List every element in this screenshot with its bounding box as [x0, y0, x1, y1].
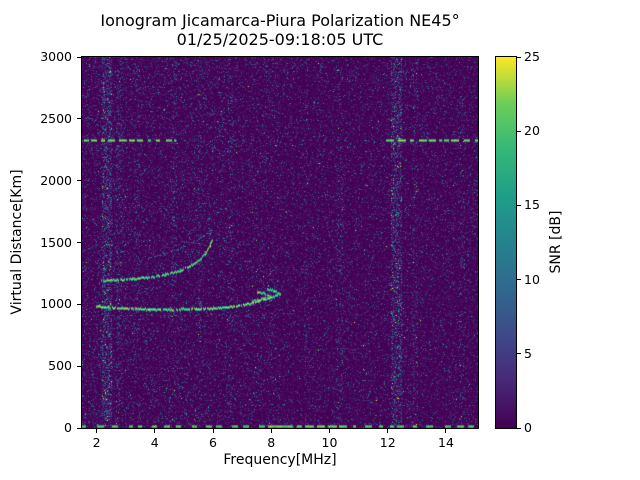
- x-tick-label: 2: [92, 435, 101, 450]
- colorbar-tick-label: 20: [524, 123, 540, 139]
- x-tick-mark: [387, 429, 389, 433]
- x-tick-label: 4: [150, 435, 159, 450]
- y-tick-label: 500: [48, 358, 72, 374]
- ionogram-heatmap-canvas: [82, 57, 478, 428]
- x-tick-mark: [96, 429, 98, 433]
- colorbar-gradient-canvas: [496, 57, 516, 428]
- y-tick-mark: [77, 303, 81, 305]
- x-tick-mark: [154, 429, 156, 433]
- chart-subtitle: 01/25/2025-09:18:05 UTC: [176, 30, 384, 49]
- y-tick-label: 1000: [40, 296, 72, 312]
- colorbar-tick-mark: [517, 130, 521, 132]
- y-tick-mark: [77, 365, 81, 367]
- x-tick-mark: [212, 429, 214, 433]
- heatmap-plot-area: [81, 56, 479, 429]
- x-tick-label: 10: [321, 435, 338, 450]
- chart-title: Ionogram Jicamarca-Piura Polarization NE…: [100, 11, 460, 30]
- colorbar-tick-mark: [517, 56, 521, 58]
- colorbar-tick-mark: [517, 353, 521, 355]
- x-tick-mark: [270, 429, 272, 433]
- y-axis-label: Virtual Distance[Km]: [9, 169, 25, 315]
- colorbar-label: SNR [dB]: [548, 210, 564, 274]
- colorbar-tick-label: 15: [524, 197, 540, 213]
- y-tick-mark: [77, 118, 81, 120]
- y-tick-mark: [77, 56, 81, 58]
- y-tick-label: 2500: [40, 110, 72, 126]
- y-tick-label: 1500: [40, 234, 72, 250]
- colorbar-tick-label: 10: [524, 271, 540, 287]
- y-tick-mark: [77, 180, 81, 182]
- colorbar-tick-label: 25: [524, 49, 540, 64]
- colorbar-tick-mark: [517, 427, 521, 429]
- y-tick-label: 3000: [40, 49, 72, 64]
- y-tick-label: 0: [64, 420, 72, 435]
- x-tick-mark: [329, 429, 330, 433]
- colorbar-tick-mark: [517, 204, 521, 206]
- x-tick-label: 12: [379, 435, 396, 450]
- colorbar-tick-label: 5: [524, 345, 532, 361]
- x-tick-label: 6: [209, 435, 217, 450]
- colorbar-tick-label: 0: [524, 420, 532, 435]
- x-tick-mark: [445, 429, 447, 433]
- y-tick-mark: [77, 242, 81, 243]
- colorbar-tick-mark: [517, 279, 521, 281]
- y-tick-label: 2000: [40, 172, 72, 188]
- x-axis-label: Frequency[MHz]: [223, 452, 337, 468]
- x-tick-label: 8: [267, 435, 276, 450]
- x-tick-label: 14: [438, 435, 454, 450]
- colorbar: [495, 56, 517, 429]
- y-tick-mark: [77, 427, 81, 429]
